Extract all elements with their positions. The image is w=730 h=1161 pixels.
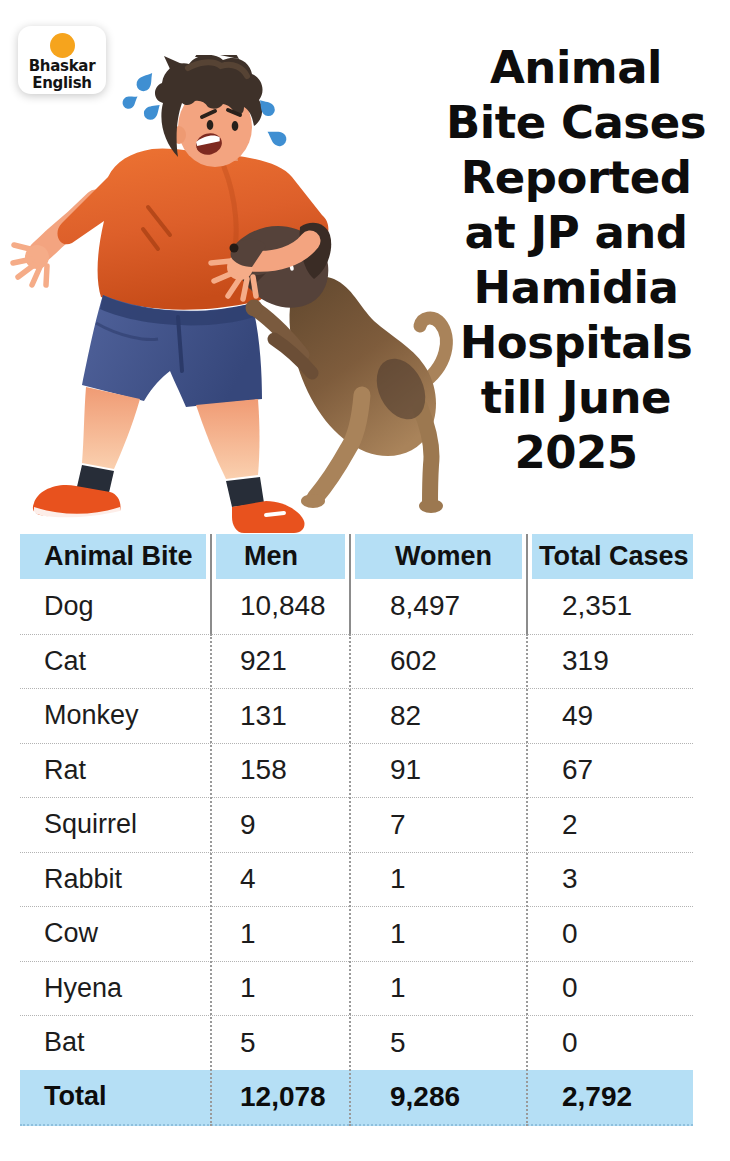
header-women: Women — [355, 534, 522, 579]
cell-total: 2 — [527, 798, 693, 852]
cell-men: 158 — [211, 744, 350, 798]
table-row: Bat550 — [20, 1015, 693, 1070]
cell-total: 319 — [527, 635, 693, 689]
table-row: Monkey1318249 — [20, 688, 693, 743]
table-body: Dog10,8488,4972,351Cat921602319Monkey131… — [20, 579, 693, 1070]
table-row: Squirrel972 — [20, 797, 693, 852]
cell-animal: Squirrel — [20, 798, 211, 852]
cell-animal: Monkey — [20, 689, 211, 743]
cell-animal: Cow — [20, 907, 211, 961]
column-divider — [526, 534, 528, 634]
man-legs — [33, 387, 305, 533]
cell-men: 10,848 — [211, 579, 350, 634]
cell-animal: Dog — [20, 579, 211, 634]
cell-total: 2,351 — [527, 579, 693, 634]
table-row: Cat921602319 — [20, 634, 693, 689]
cell-animal: Bat — [20, 1016, 211, 1070]
table-row: Dog10,8488,4972,351 — [20, 579, 693, 634]
man-bitten-by-dog-illustration — [0, 55, 460, 535]
cell-men: 1 — [211, 962, 350, 1016]
page-title: Animal Bite Cases Reported at JP and Ham… — [428, 40, 724, 480]
cell-men: 131 — [211, 689, 350, 743]
cell-animal: Rat — [20, 744, 211, 798]
table-row: Hyena110 — [20, 961, 693, 1016]
total-men: 12,078 — [211, 1070, 350, 1125]
table-row: Rabbit413 — [20, 852, 693, 907]
table-row: Cow110 — [20, 906, 693, 961]
cell-women: 602 — [350, 635, 527, 689]
cell-women: 1 — [350, 907, 527, 961]
cell-women: 7 — [350, 798, 527, 852]
column-divider — [526, 634, 528, 1126]
total-label: Total — [20, 1070, 211, 1125]
cell-total: 0 — [527, 1016, 693, 1070]
column-divider — [210, 634, 212, 1126]
cell-total: 0 — [527, 907, 693, 961]
cell-total: 3 — [527, 853, 693, 907]
infographic-page: Bhaskar English Animal Bite Cases Report… — [0, 0, 730, 1161]
cell-men: 5 — [211, 1016, 350, 1070]
total-women: 9,286 — [350, 1070, 527, 1125]
cell-total: 49 — [527, 689, 693, 743]
total-cases: 2,792 — [527, 1070, 693, 1125]
cases-table: Animal Bite Men Women Total Cases Dog10,… — [20, 534, 693, 1126]
cell-men: 921 — [211, 635, 350, 689]
header-animal-bite: Animal Bite — [20, 534, 206, 579]
cell-animal: Cat — [20, 635, 211, 689]
cell-women: 5 — [350, 1016, 527, 1070]
cell-men: 9 — [211, 798, 350, 852]
table-header: Animal Bite Men Women Total Cases — [20, 534, 693, 579]
cell-women: 1 — [350, 962, 527, 1016]
cell-women: 82 — [350, 689, 527, 743]
cell-animal: Rabbit — [20, 853, 211, 907]
man-shorts — [82, 295, 262, 407]
header-men: Men — [216, 534, 345, 579]
cell-women: 91 — [350, 744, 527, 798]
cell-total: 0 — [527, 962, 693, 1016]
cell-animal: Hyena — [20, 962, 211, 1016]
cell-women: 8,497 — [350, 579, 527, 634]
column-divider — [210, 534, 212, 634]
column-divider — [349, 634, 351, 1126]
cell-men: 4 — [211, 853, 350, 907]
cell-men: 1 — [211, 907, 350, 961]
table-row: Rat1589167 — [20, 743, 693, 798]
cell-total: 67 — [527, 744, 693, 798]
header-total-cases: Total Cases — [532, 534, 693, 579]
cell-women: 1 — [350, 853, 527, 907]
column-divider — [349, 534, 351, 634]
table-total-row: Total 12,078 9,286 2,792 — [20, 1070, 693, 1127]
